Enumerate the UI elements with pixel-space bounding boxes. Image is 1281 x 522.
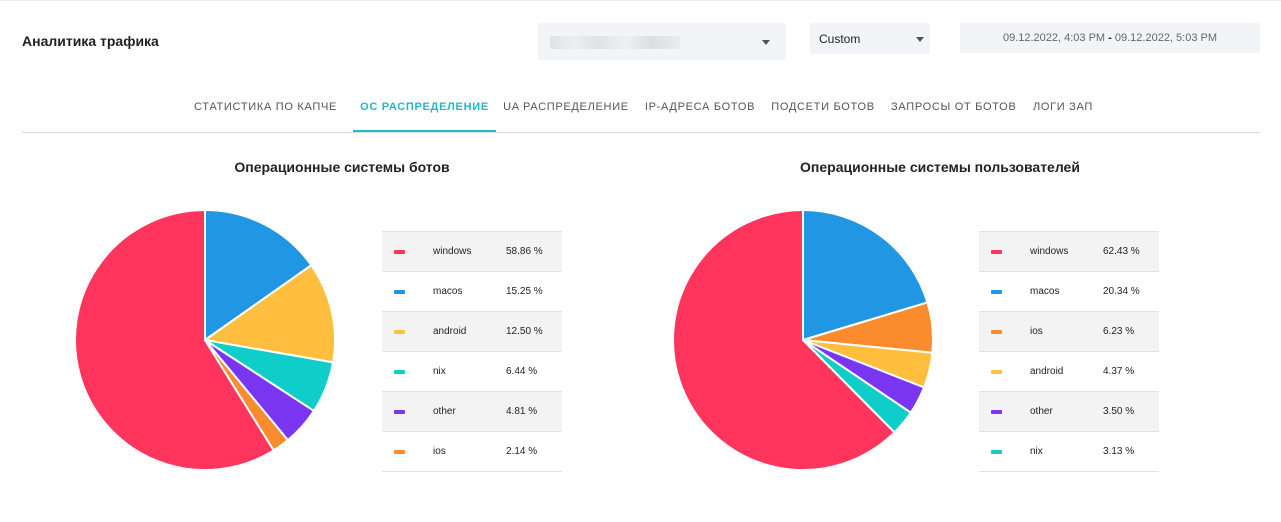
legend-value: 4.81 % <box>506 406 538 417</box>
legend-swatch <box>991 250 1002 254</box>
legend-label: macos <box>1030 286 1060 297</box>
tab-os-distribution[interactable]: ОС РАСПРЕДЕЛЕНИЕ <box>353 88 496 132</box>
tab-captcha-stats[interactable]: СТАТИСТИКА ПО КАПЧЕ <box>194 101 338 113</box>
legend-label: nix <box>1030 446 1043 457</box>
project-select-value <box>550 36 680 49</box>
legend-row-macos[interactable]: macos 15.25 % <box>382 272 562 312</box>
legend-swatch <box>991 330 1002 334</box>
range-select-value: Custom <box>819 32 861 46</box>
pie-slice-macos[interactable] <box>204 209 313 341</box>
chevron-down-icon <box>916 37 924 42</box>
pie-slice-nix[interactable] <box>802 339 912 434</box>
legend-swatch <box>991 290 1002 294</box>
legend-value: 20.34 % <box>1103 286 1140 297</box>
date-range-start: 09.12.2022, 4:03 PM <box>1002 32 1106 44</box>
legend-value: 4.37 % <box>1103 366 1135 377</box>
legend-row-ios[interactable]: ios 2.14 % <box>382 432 562 472</box>
chart-title-bots: Операционные системы ботов <box>234 159 450 175</box>
legend-row-windows[interactable]: windows 58.86 % <box>382 232 562 272</box>
legend-value: 3.13 % <box>1103 446 1135 457</box>
legend-row-ios[interactable]: ios 6.23 % <box>979 312 1159 352</box>
legend-swatch <box>394 290 405 294</box>
legend-swatch <box>394 410 405 414</box>
pie-slice-windows[interactable] <box>672 209 896 471</box>
legend-row-macos[interactable]: macos 20.34 % <box>979 272 1159 312</box>
legend-bots: windows 58.86 % macos 15.25 % android 12.50 %… <box>382 231 562 472</box>
pie-slice-macos[interactable] <box>802 209 929 341</box>
legend-swatch <box>394 450 405 454</box>
legend-users: windows 62.43 % macos 20.34 % ios 6.23 % andro… <box>979 231 1159 472</box>
tab-bot-requests[interactable]: ЗАПРОСЫ ОТ БОТОВ <box>891 101 1017 113</box>
legend-swatch <box>991 370 1002 374</box>
legend-swatch <box>394 330 405 334</box>
pie-chart-users <box>672 209 934 471</box>
legend-value: 6.23 % <box>1103 326 1135 337</box>
legend-label: windows <box>1030 246 1069 257</box>
legend-label: ios <box>1030 326 1043 337</box>
legend-label: macos <box>433 286 463 297</box>
date-range-field[interactable]: 09.12.2022, 4:03 PM - 09.12.2022, 5:03 P… <box>960 23 1260 53</box>
legend-swatch <box>394 250 405 254</box>
legend-row-other[interactable]: other 4.81 % <box>382 392 562 432</box>
legend-value: 2.14 % <box>506 446 538 457</box>
legend-swatch <box>991 410 1002 414</box>
legend-label: ios <box>433 446 446 457</box>
legend-label: other <box>1030 406 1053 417</box>
legend-row-other[interactable]: other 3.50 % <box>979 392 1159 432</box>
legend-row-nix[interactable]: nix 6.44 % <box>382 352 562 392</box>
pie-slice-ios[interactable] <box>204 339 289 452</box>
legend-label: other <box>433 406 456 417</box>
legend-value: 3.50 % <box>1103 406 1135 417</box>
pie-slice-android[interactable] <box>204 264 336 364</box>
date-range-end: 09.12.2022, 5:03 PM <box>1114 32 1218 44</box>
legend-label: nix <box>433 366 446 377</box>
chevron-down-icon <box>762 40 770 45</box>
tab-logs[interactable]: ЛОГИ ЗАП <box>1032 101 1094 113</box>
pie-chart-bots <box>74 209 336 471</box>
legend-label: windows <box>433 246 472 257</box>
legend-row-android[interactable]: android 4.37 % <box>979 352 1159 392</box>
top-divider <box>0 0 1281 1</box>
legend-swatch <box>991 450 1002 454</box>
tab-bot-subnets[interactable]: ПОДСЕТИ БОТОВ <box>771 101 875 113</box>
legend-value: 62.43 % <box>1103 246 1140 257</box>
legend-label: android <box>1030 366 1064 377</box>
legend-value: 15.25 % <box>506 286 543 297</box>
tab-ua-distribution[interactable]: UA РАСПРЕДЕЛЕНИЕ <box>503 101 629 113</box>
legend-label: android <box>433 326 467 337</box>
legend-value: 12.50 % <box>506 326 543 337</box>
page-title: Аналитика трафика <box>22 33 159 49</box>
range-select[interactable]: Custom <box>810 23 930 54</box>
tab-bar: СТАТИСТИКА ПО КАПЧЕ ОС РАСПРЕДЕЛЕНИЕ UA … <box>22 88 1260 133</box>
chart-title-users: Операционные системы пользователей <box>800 159 1080 175</box>
tab-bot-ips[interactable]: IP-АДРЕСА БОТОВ <box>644 101 756 113</box>
legend-row-windows[interactable]: windows 62.43 % <box>979 232 1159 272</box>
project-select[interactable] <box>538 23 786 60</box>
legend-row-nix[interactable]: nix 3.13 % <box>979 432 1159 472</box>
legend-swatch <box>394 370 405 374</box>
pie-slice-windows[interactable] <box>74 209 275 471</box>
date-range-separator: - <box>1108 32 1112 44</box>
legend-row-android[interactable]: android 12.50 % <box>382 312 562 352</box>
legend-value: 58.86 % <box>506 246 543 257</box>
legend-value: 6.44 % <box>506 366 538 377</box>
